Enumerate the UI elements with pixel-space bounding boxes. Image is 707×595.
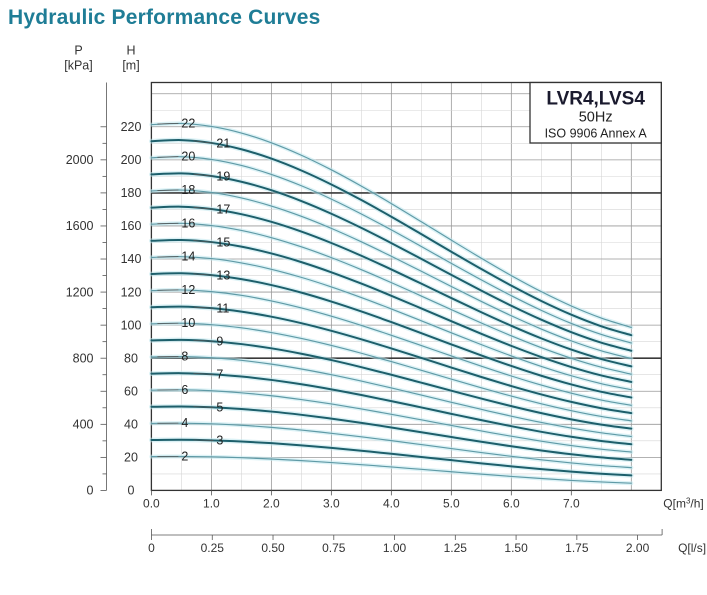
svg-text:6: 6 <box>181 383 188 397</box>
svg-text:2: 2 <box>181 449 188 463</box>
svg-text:16: 16 <box>181 216 195 230</box>
svg-text:11: 11 <box>216 301 229 315</box>
svg-text:60: 60 <box>124 384 138 398</box>
svg-text:0: 0 <box>87 484 94 498</box>
svg-text:ISO 9906 Annex A: ISO 9906 Annex A <box>545 127 648 141</box>
svg-text:3.0: 3.0 <box>323 496 340 510</box>
svg-text:9: 9 <box>216 334 223 348</box>
svg-text:1200: 1200 <box>66 285 94 299</box>
svg-text:140: 140 <box>121 252 142 266</box>
svg-text:17: 17 <box>216 202 230 216</box>
svg-text:[kPa]: [kPa] <box>64 59 93 73</box>
svg-text:0.50: 0.50 <box>261 541 285 555</box>
svg-text:1.25: 1.25 <box>444 541 468 555</box>
svg-text:4: 4 <box>181 416 188 430</box>
svg-text:15: 15 <box>216 235 230 249</box>
svg-text:200: 200 <box>121 153 142 167</box>
svg-text:Q[l/s]: Q[l/s] <box>678 541 706 555</box>
svg-text:6.0: 6.0 <box>503 496 520 510</box>
svg-text:[m]: [m] <box>122 59 139 73</box>
svg-text:400: 400 <box>73 418 94 432</box>
svg-text:800: 800 <box>73 351 94 365</box>
svg-text:21: 21 <box>216 136 230 150</box>
svg-text:120: 120 <box>121 285 142 299</box>
svg-text:LVR4,LVS4: LVR4,LVS4 <box>546 89 645 110</box>
svg-text:7: 7 <box>216 367 223 381</box>
svg-text:0: 0 <box>148 541 155 555</box>
svg-text:220: 220 <box>121 120 142 134</box>
svg-text:Q[m3/h]: Q[m3/h] <box>663 496 703 511</box>
svg-text:19: 19 <box>216 169 230 183</box>
svg-text:22: 22 <box>181 116 195 130</box>
svg-text:1.50: 1.50 <box>504 541 528 555</box>
svg-text:50Hz: 50Hz <box>579 110 613 126</box>
svg-text:2.00: 2.00 <box>626 541 650 555</box>
svg-text:2000: 2000 <box>66 153 94 167</box>
svg-text:180: 180 <box>121 186 142 200</box>
svg-text:18: 18 <box>181 183 195 197</box>
svg-text:13: 13 <box>216 268 230 282</box>
svg-text:1.00: 1.00 <box>383 541 407 555</box>
svg-text:P: P <box>74 44 82 58</box>
svg-text:0.25: 0.25 <box>201 541 225 555</box>
svg-text:5.0: 5.0 <box>443 496 460 510</box>
svg-text:20: 20 <box>124 451 138 465</box>
svg-text:7.0: 7.0 <box>563 496 580 510</box>
svg-text:0: 0 <box>128 484 135 498</box>
svg-text:2.0: 2.0 <box>263 496 280 510</box>
svg-text:0.75: 0.75 <box>322 541 346 555</box>
svg-text:H: H <box>126 44 135 58</box>
svg-text:1600: 1600 <box>66 219 94 233</box>
svg-text:10: 10 <box>181 316 195 330</box>
svg-text:160: 160 <box>121 219 142 233</box>
svg-text:0.0: 0.0 <box>143 496 160 510</box>
svg-text:14: 14 <box>181 250 195 264</box>
svg-text:8: 8 <box>181 350 188 364</box>
svg-text:12: 12 <box>181 283 195 297</box>
svg-text:5: 5 <box>216 400 223 414</box>
svg-text:1.75: 1.75 <box>565 541 589 555</box>
svg-text:100: 100 <box>121 318 142 332</box>
svg-text:80: 80 <box>124 351 138 365</box>
svg-text:4.0: 4.0 <box>383 496 400 510</box>
svg-text:3: 3 <box>216 433 223 447</box>
svg-text:40: 40 <box>124 418 138 432</box>
svg-text:1.0: 1.0 <box>203 496 220 510</box>
svg-text:20: 20 <box>181 150 195 164</box>
